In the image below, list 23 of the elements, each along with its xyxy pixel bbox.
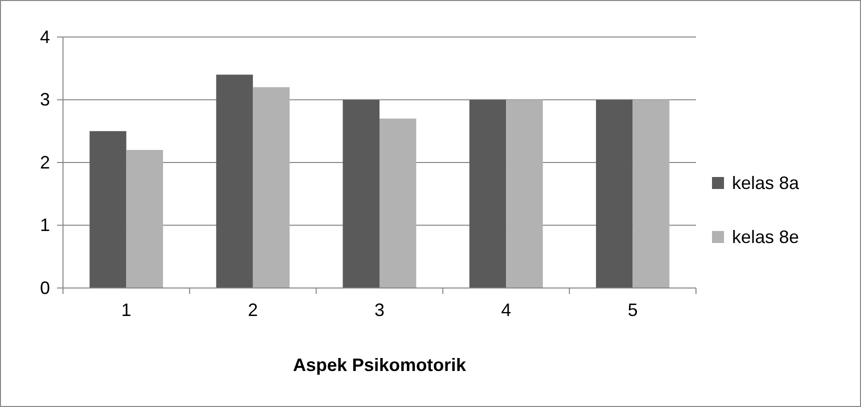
x-tick-label: 1: [121, 300, 132, 320]
y-tick-label: 4: [40, 26, 50, 47]
y-tick-label: 2: [40, 152, 50, 172]
x-tick-label: 3: [374, 300, 385, 320]
bar: [506, 100, 543, 288]
bar: [596, 100, 633, 288]
bar: [126, 150, 164, 288]
bar: [252, 87, 290, 288]
legend-label: kelas 8e: [732, 227, 800, 247]
bar: [216, 74, 253, 288]
x-tick-label: 5: [628, 300, 638, 320]
legend-label: kelas 8a: [732, 173, 800, 193]
x-tick-label: 2: [248, 300, 258, 320]
bar: [90, 131, 126, 288]
bar: [342, 100, 380, 288]
y-tick-label: 1: [40, 215, 50, 236]
bar: [632, 100, 670, 288]
y-tick-label: 3: [40, 90, 50, 110]
bar: [380, 118, 416, 288]
x-axis-title: Aspek Psikomotorik: [292, 355, 468, 375]
bar: [469, 100, 506, 288]
x-tick-label: 4: [501, 300, 512, 320]
y-tick-label: 0: [40, 278, 50, 298]
